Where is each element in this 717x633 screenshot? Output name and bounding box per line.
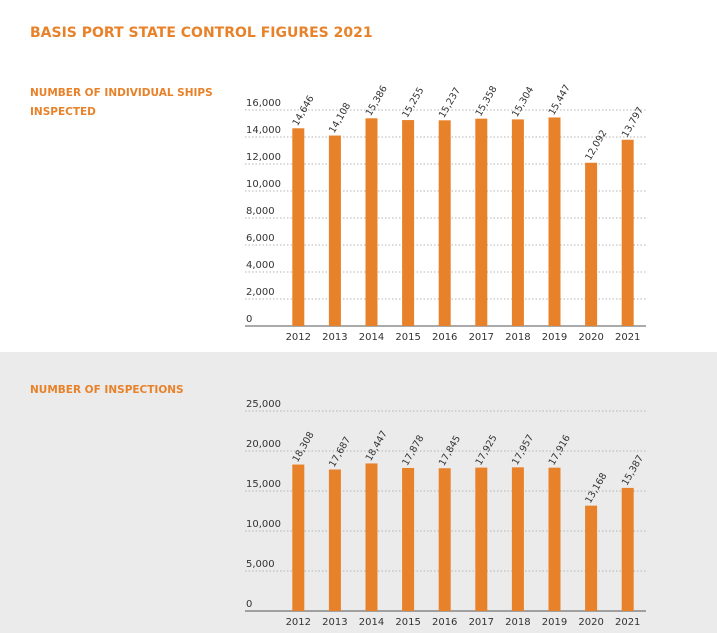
page-title: BASIS PORT STATE CONTROL FIGURES 2021 (30, 25, 373, 41)
x-tick-label: 2014 (359, 332, 384, 343)
bar (365, 118, 378, 326)
value-label: 17,687 (327, 435, 353, 469)
bar (585, 162, 598, 326)
x-tick-label: 2014 (359, 617, 384, 628)
value-label: 14,646 (291, 94, 317, 128)
bar (328, 469, 341, 611)
chart-title: NUMBER OF INSPECTIONS (30, 384, 184, 396)
value-label: 17,916 (547, 433, 573, 467)
value-label: 14,108 (327, 101, 353, 135)
x-tick-label: 2018 (505, 332, 530, 343)
y-tick-label: 15,000 (246, 479, 281, 490)
bar (621, 139, 634, 326)
value-label: 15,358 (474, 84, 500, 118)
x-tick-label: 2015 (395, 332, 420, 343)
y-tick-label: 4,000 (246, 260, 275, 271)
bar (438, 120, 451, 326)
bar (585, 505, 598, 611)
bar (511, 119, 524, 326)
value-label: 15,255 (400, 86, 426, 120)
value-label: 18,308 (291, 430, 317, 464)
value-label: 17,925 (474, 433, 500, 467)
value-label: 15,304 (510, 85, 536, 119)
bar (511, 467, 524, 611)
value-label: 17,957 (510, 433, 536, 467)
x-tick-label: 2013 (322, 332, 347, 343)
y-tick-label: 16,000 (246, 98, 281, 109)
y-tick-label: 6,000 (246, 233, 275, 244)
x-tick-label: 2016 (432, 332, 457, 343)
section-background (0, 352, 717, 633)
y-tick-label: 5,000 (246, 559, 275, 570)
y-tick-label: 14,000 (246, 125, 281, 136)
bar (621, 487, 634, 611)
value-label: 12,092 (583, 128, 609, 162)
value-label: 15,387 (620, 453, 646, 487)
y-tick-label: 12,000 (246, 152, 281, 163)
value-label: 17,878 (400, 433, 426, 467)
bar (475, 467, 488, 611)
bar (365, 463, 378, 611)
x-tick-label: 2012 (286, 617, 311, 628)
y-tick-label: 20,000 (246, 439, 281, 450)
bar (548, 117, 561, 326)
bar (292, 464, 305, 611)
value-label: 13,168 (583, 471, 609, 505)
bar (402, 467, 415, 611)
y-tick-label: 0 (246, 599, 252, 610)
y-tick-label: 25,000 (246, 399, 281, 410)
x-tick-label: 2016 (432, 617, 457, 628)
bar (475, 118, 488, 327)
y-tick-label: 0 (246, 314, 252, 325)
y-tick-label: 10,000 (246, 519, 281, 530)
bar (548, 467, 561, 611)
chart-title: NUMBER OF INDIVIDUAL SHIPS INSPECTED (30, 87, 213, 118)
bar (438, 468, 451, 611)
x-tick-label: 2018 (505, 617, 530, 628)
y-tick-label: 2,000 (246, 287, 275, 298)
value-label: 15,237 (437, 86, 463, 120)
x-tick-label: 2017 (469, 617, 494, 628)
x-tick-label: 2020 (578, 332, 603, 343)
value-label: 18,447 (364, 429, 390, 463)
x-tick-label: 2013 (322, 617, 347, 628)
value-label: 15,447 (547, 83, 573, 117)
y-tick-label: 10,000 (246, 179, 281, 190)
bar (292, 128, 305, 326)
x-tick-label: 2019 (542, 332, 567, 343)
y-tick-label: 8,000 (246, 206, 275, 217)
x-tick-label: 2019 (542, 617, 567, 628)
bar (328, 135, 341, 326)
x-tick-label: 2012 (286, 332, 311, 343)
x-tick-label: 2021 (615, 617, 640, 628)
x-tick-label: 2015 (395, 617, 420, 628)
x-tick-label: 2020 (578, 617, 603, 628)
value-label: 15,386 (364, 84, 390, 118)
bar (402, 120, 415, 327)
x-tick-label: 2017 (469, 332, 494, 343)
x-tick-label: 2021 (615, 332, 640, 343)
